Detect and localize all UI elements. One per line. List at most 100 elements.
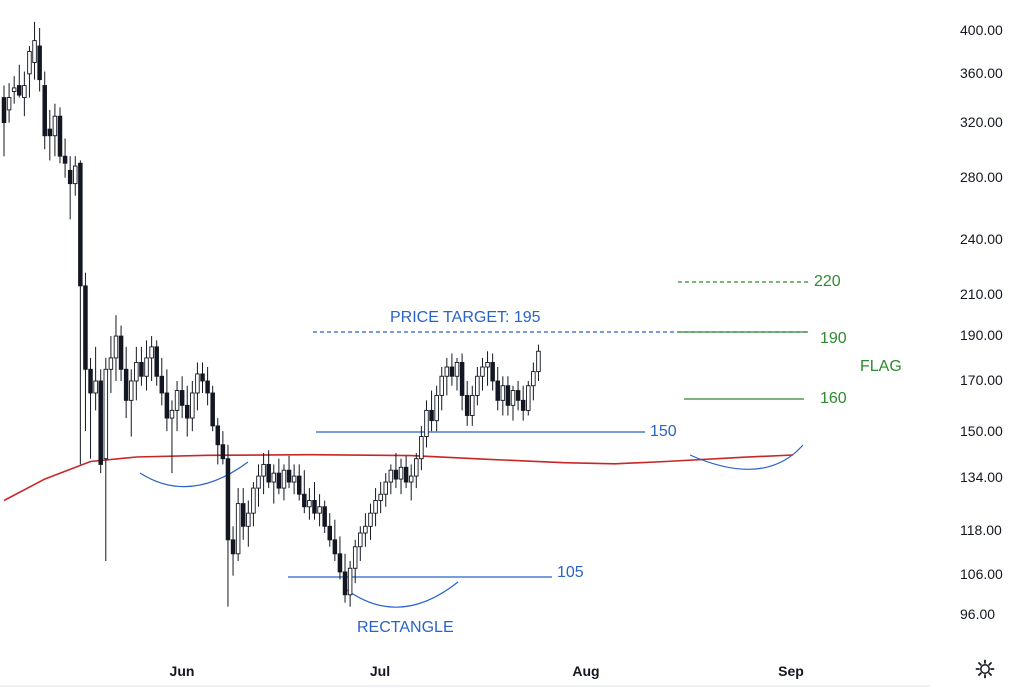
candle-body-down [47, 128, 53, 137]
candle-body-down [42, 85, 47, 137]
candle-body-down [515, 390, 521, 401]
candle-body-up [271, 472, 277, 483]
candle-body-up [235, 503, 241, 555]
candle-body-up [52, 115, 58, 137]
candle-body-down [57, 115, 63, 157]
candle-body-up [378, 493, 383, 501]
candle-body-down [200, 373, 205, 382]
candle-body-up [454, 361, 460, 377]
candle-body-down [342, 571, 348, 596]
y-tick-label: 170.00 [960, 372, 1003, 388]
candle-body-down [490, 361, 495, 382]
rectangle-label: RECTANGLE [357, 619, 454, 636]
candle-body-up [470, 394, 475, 416]
candle-body-up [195, 373, 200, 394]
head-arc [346, 581, 459, 608]
candle-body-down [312, 500, 317, 514]
candle-body-up [174, 390, 180, 411]
candle-body-down [210, 392, 215, 427]
y-tick-label: 96.00 [960, 606, 995, 622]
candle-body-up [414, 458, 419, 477]
candle-body-down [302, 493, 307, 508]
candle-body-down [327, 525, 333, 541]
candle-body-up [32, 40, 37, 63]
candle-body-up [358, 532, 363, 548]
candle-body-up [510, 390, 516, 406]
x-axis: Jun Jul Aug Sep [170, 663, 804, 679]
candle-body-up [536, 350, 541, 373]
candle-body-down [429, 409, 434, 422]
x-tick-label: Jun [170, 663, 195, 679]
candle-body-up [368, 512, 373, 527]
candle-body-down [505, 385, 511, 406]
candle-body-up [480, 366, 485, 377]
candle-body-up [190, 392, 195, 419]
level-220-label: 220 [814, 273, 841, 290]
candle-body-down [286, 469, 292, 483]
candle-body-down [332, 539, 338, 555]
right-shoulder-arc [689, 444, 804, 470]
y-tick-label: 280.00 [960, 169, 1003, 185]
candle-body-down [230, 539, 236, 555]
candle-body-up [73, 165, 78, 185]
y-tick-label: 190.00 [960, 327, 1003, 343]
candle-body-down [184, 404, 190, 419]
candle-body-down [296, 475, 302, 495]
candle-body-down [225, 458, 231, 541]
candle-body-up [103, 368, 109, 460]
candle-body-up [169, 409, 175, 419]
candle-body-up [373, 500, 378, 514]
candle-body-down [205, 380, 210, 394]
candles [1, 21, 541, 607]
candle-body-down [215, 425, 221, 446]
candle-body-up [317, 506, 322, 514]
level-160-label: 160 [820, 390, 847, 407]
y-tick-label: 150.00 [960, 423, 1003, 439]
candle-body-up [398, 466, 404, 480]
candle-body-down [37, 45, 42, 81]
y-tick-label: 106.00 [960, 566, 1003, 582]
candle-body-up [307, 500, 312, 508]
candle-body-up [256, 475, 261, 489]
candle-body-down [17, 85, 22, 96]
candle-body-up [11, 87, 17, 92]
x-tick-label: Jul [370, 663, 390, 679]
level-150-label: 150 [650, 423, 677, 440]
candle-body-down [220, 444, 226, 460]
candle-body-up [383, 481, 389, 495]
candle-body-down [67, 169, 73, 185]
candle-body-down [322, 506, 327, 527]
y-tick-label: 400.00 [960, 22, 1003, 38]
candle-body-down [123, 368, 129, 401]
candle-body-down [459, 361, 465, 396]
candle-body-down [495, 380, 500, 401]
candle-body-up [291, 475, 297, 483]
candle-body-down [154, 346, 159, 377]
candle-body-up [408, 475, 414, 483]
y-axis: 400.00 360.00 320.00 280.00 240.00 210.0… [960, 22, 1003, 622]
candle-body-up [261, 463, 266, 477]
candle-body-down [276, 472, 282, 489]
candle-body-down [88, 368, 93, 394]
candle-body-up [108, 357, 114, 370]
candle-body-up [388, 469, 394, 483]
candle-body-down [139, 361, 144, 377]
candle-body-up [6, 97, 12, 111]
y-tick-label: 360.00 [960, 65, 1003, 81]
gear-icon [975, 659, 995, 679]
settings-button[interactable] [974, 658, 996, 680]
candle-body-down [1, 97, 7, 124]
price-target-label: PRICE TARGET: 195 [390, 309, 541, 326]
candle-body-down [393, 469, 399, 480]
candle-body-up [444, 366, 450, 377]
moving-average-line [3, 453, 793, 502]
y-tick-label: 210.00 [960, 286, 1003, 302]
candle-body-up [93, 380, 98, 394]
x-tick-label: Aug [572, 663, 599, 679]
candle-body-up [251, 487, 256, 514]
candle-body-up [531, 371, 536, 387]
candle-body-up [281, 469, 287, 489]
candle-body-up [149, 346, 154, 359]
y-tick-label: 134.00 [960, 469, 1003, 485]
